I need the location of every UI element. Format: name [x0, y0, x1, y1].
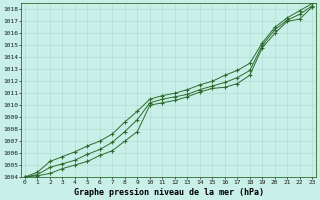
X-axis label: Graphe pression niveau de la mer (hPa): Graphe pression niveau de la mer (hPa): [74, 188, 264, 197]
